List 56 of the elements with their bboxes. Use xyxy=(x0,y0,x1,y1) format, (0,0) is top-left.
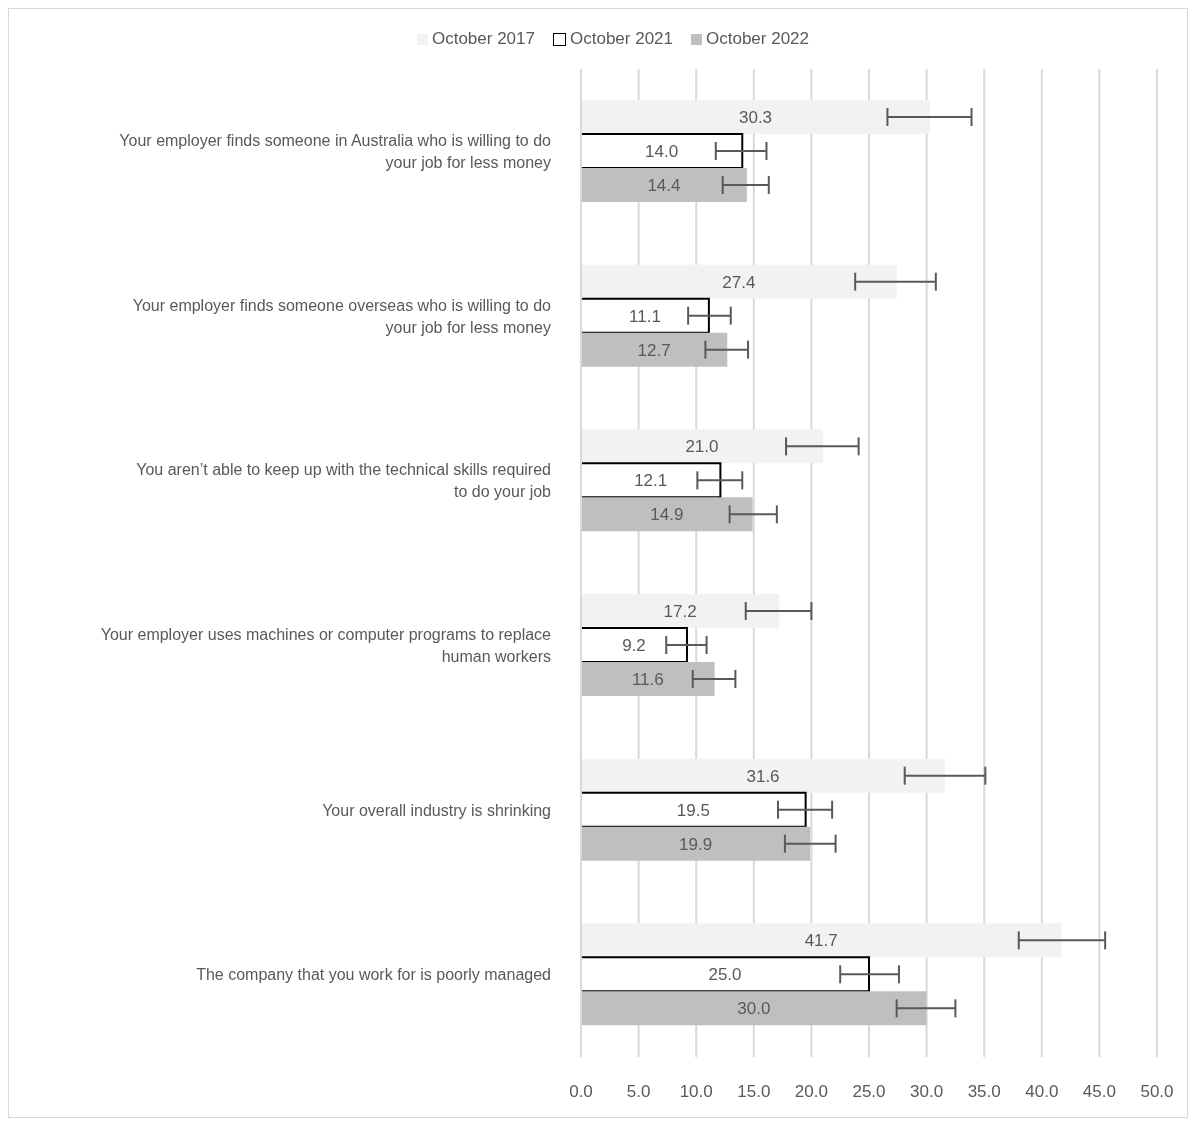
data-label: 19.9 xyxy=(679,834,713,854)
bar xyxy=(581,791,807,828)
x-tick-label: 5.0 xyxy=(626,1082,651,1102)
x-tick-label: 35.0 xyxy=(967,1082,1001,1102)
bar xyxy=(581,429,823,464)
bar xyxy=(581,168,747,202)
data-label: 30.3 xyxy=(738,108,773,128)
bar xyxy=(581,297,710,334)
y-tick-label: The company that you work for is poorly managed xyxy=(196,966,551,984)
data-label: 19.5 xyxy=(676,800,710,820)
data-label: 17.2 xyxy=(663,602,697,622)
bar xyxy=(581,991,927,1026)
x-tick-label: 25.0 xyxy=(852,1082,886,1102)
bar xyxy=(581,758,946,793)
data-label: 11.6 xyxy=(631,670,664,690)
bar xyxy=(581,627,688,663)
bar xyxy=(581,100,931,134)
bar xyxy=(581,923,1062,958)
x-tick-label: 20.0 xyxy=(794,1082,828,1102)
y-tick-label: Your overall industry is shrinking xyxy=(322,801,551,819)
data-label: 12.1 xyxy=(634,471,668,491)
legend-label: October 2021 xyxy=(569,29,673,49)
x-tick-label: 0.0 xyxy=(569,1082,593,1102)
data-label: 9.2 xyxy=(622,636,646,656)
bar xyxy=(581,497,753,532)
x-tick-label: 50.0 xyxy=(1140,1082,1174,1102)
bar xyxy=(581,594,780,628)
data-label: 11.1 xyxy=(629,306,661,326)
y-tick-label: Your employer finds someone overseas who is willing to do your job for less money xyxy=(132,296,552,336)
x-tick-label: 15.0 xyxy=(737,1082,771,1102)
x-tick-label: 40.0 xyxy=(1025,1082,1059,1102)
data-label: 14.9 xyxy=(650,505,684,525)
legend-label: October 2017 xyxy=(430,29,535,49)
bar xyxy=(581,662,715,696)
y-tick-label: Your employer finds someone in Australia who is willing to do your job for less money xyxy=(119,131,552,171)
x-tick-label: 10.0 xyxy=(679,1082,713,1102)
x-tick-label: 30.0 xyxy=(910,1082,944,1102)
data-label: 30.0 xyxy=(737,999,771,1019)
bar xyxy=(581,956,870,993)
data-label: 14.0 xyxy=(645,142,679,162)
data-label: 31.6 xyxy=(746,766,780,786)
bar xyxy=(581,462,722,499)
data-label: 25.0 xyxy=(708,965,742,985)
legend-label: October 2022 xyxy=(705,29,810,49)
bar xyxy=(581,826,811,861)
data-label: 41.7 xyxy=(804,931,838,951)
bar xyxy=(581,332,728,367)
data-label: 12.7 xyxy=(637,340,671,360)
data-label: 21.0 xyxy=(685,437,719,457)
y-tick-label: You aren’t able to keep up with the technical skills required to do your job xyxy=(136,461,552,501)
bar xyxy=(581,133,744,169)
y-tick-label: Your employer uses machines or computer programs to replace human workers xyxy=(100,625,552,665)
bar xyxy=(581,264,897,299)
data-label: 14.4 xyxy=(647,176,681,196)
x-tick-label: 45.0 xyxy=(1082,1082,1116,1102)
data-label: 27.4 xyxy=(722,272,756,292)
